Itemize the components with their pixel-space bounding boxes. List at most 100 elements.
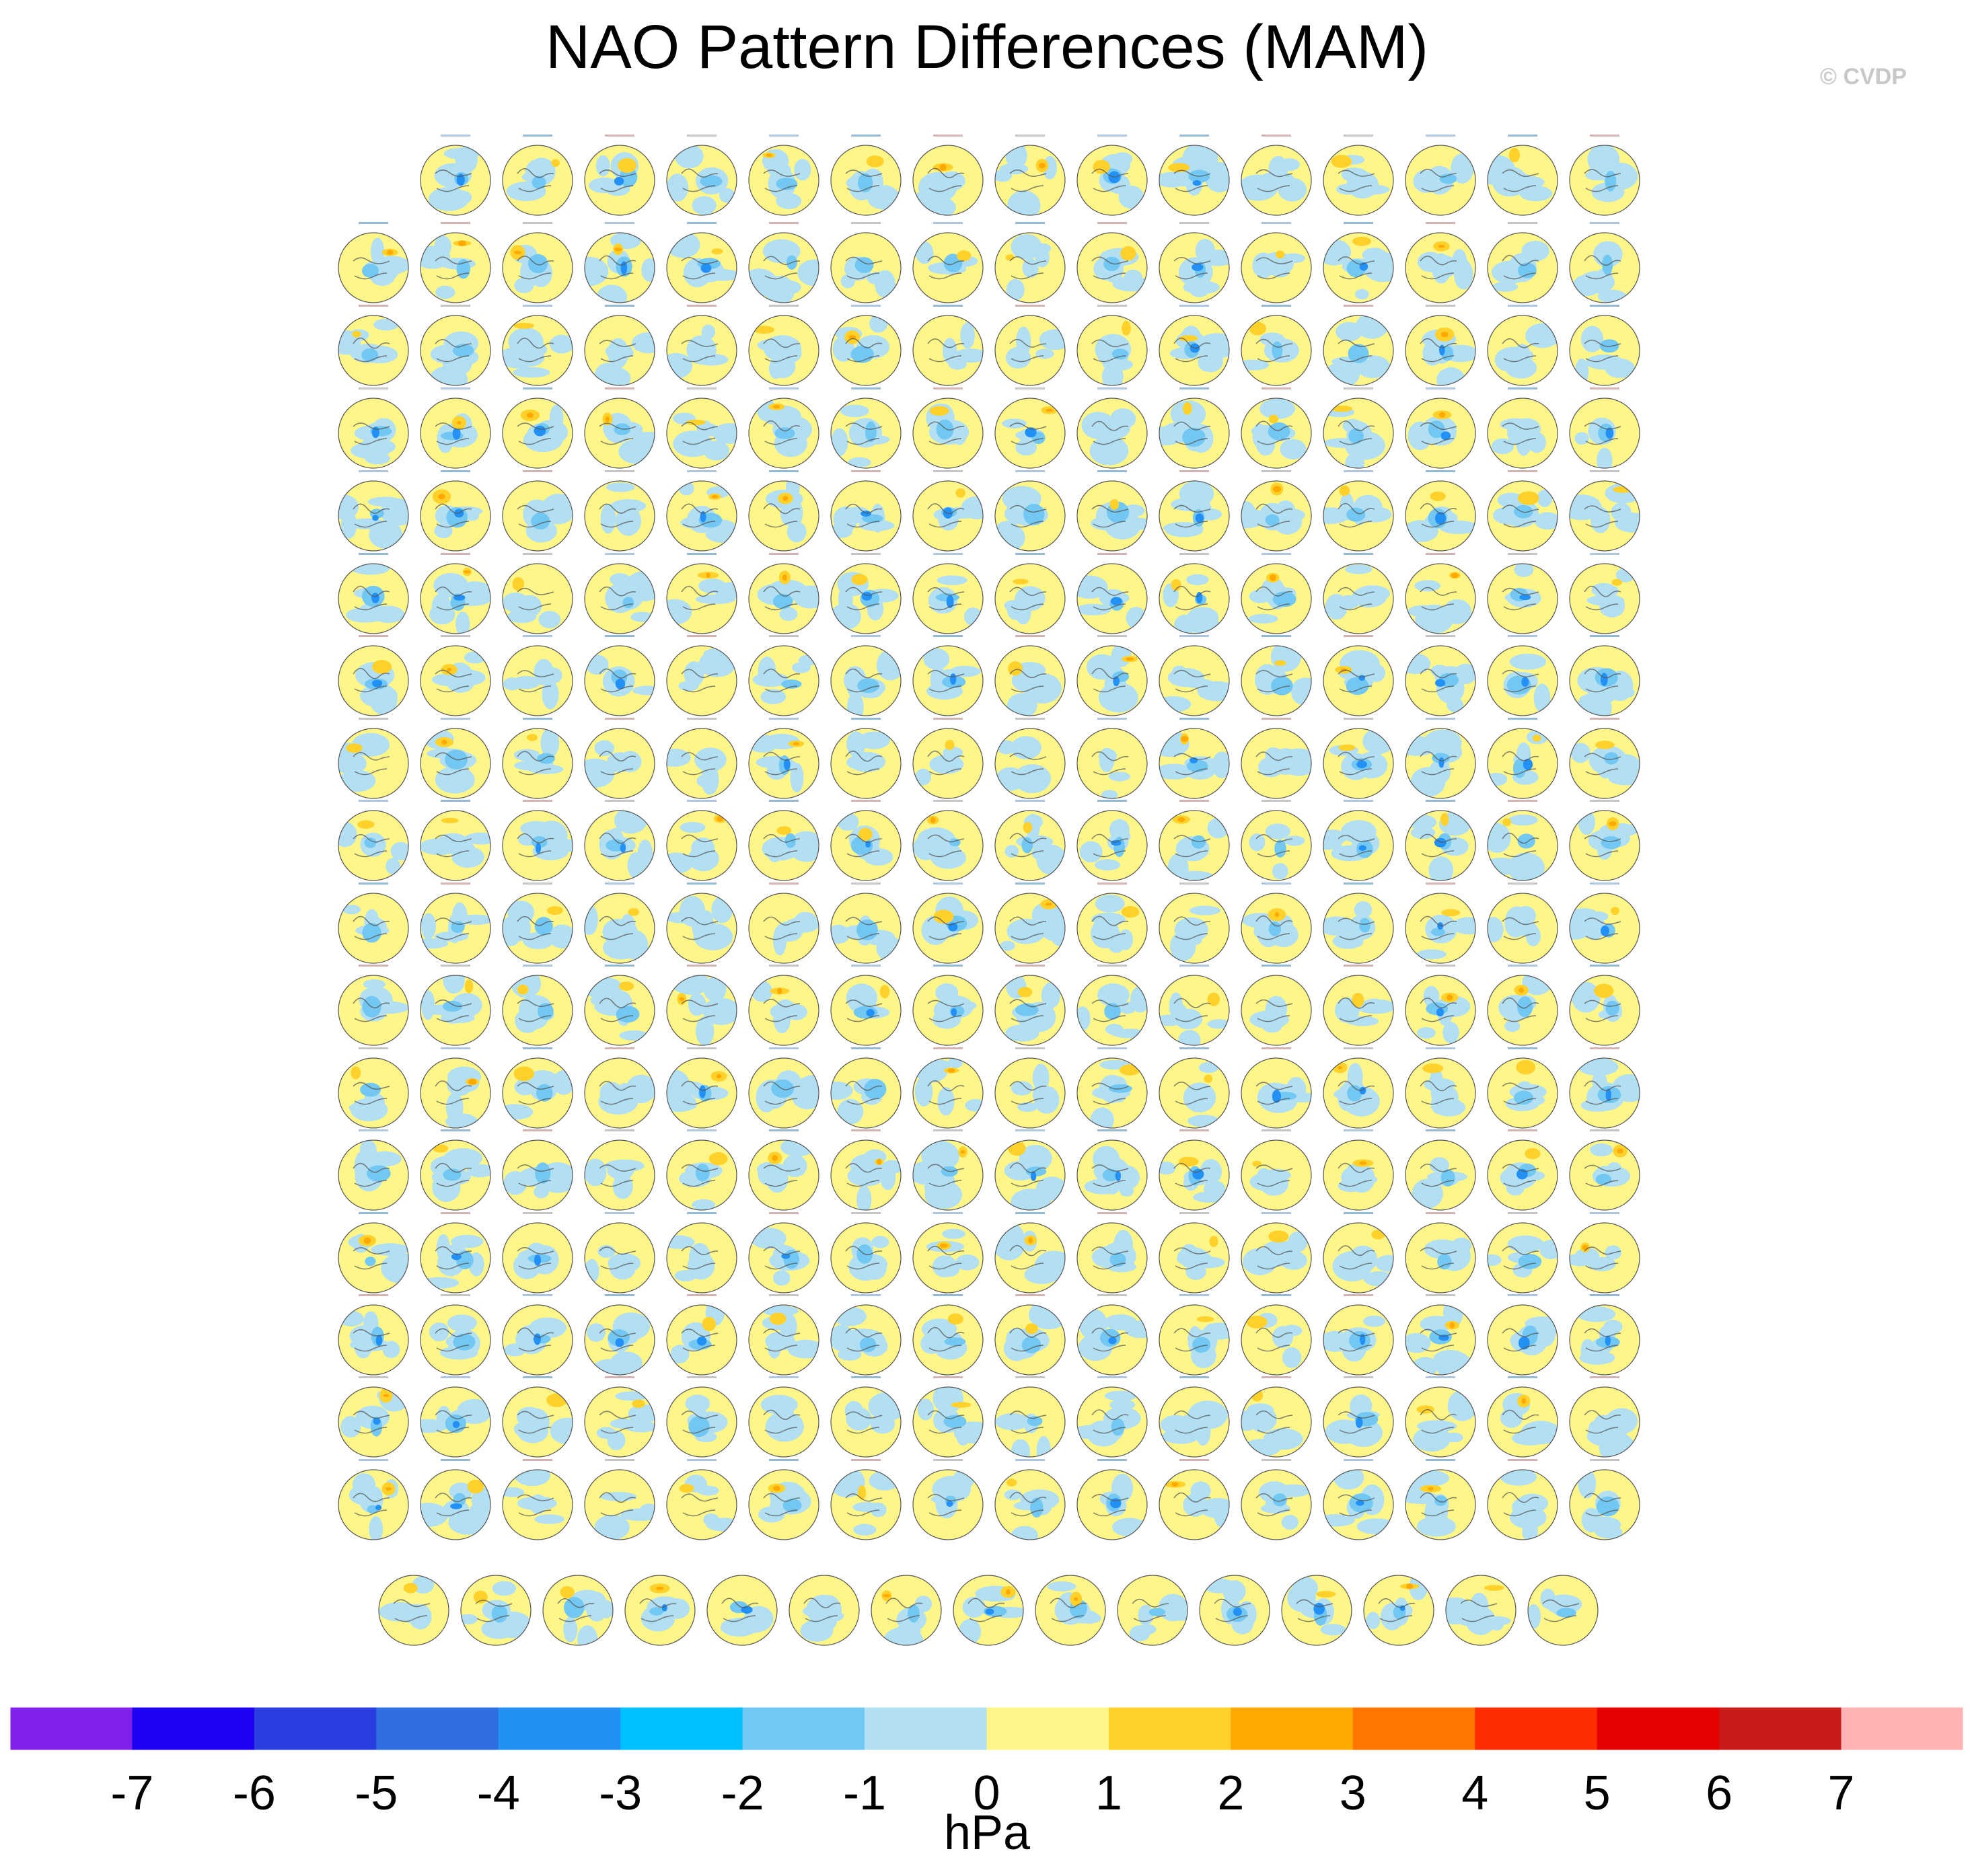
map-panel <box>994 965 1066 1046</box>
map-panel <box>1405 800 1476 881</box>
panel-title <box>359 718 388 720</box>
map-panel <box>420 1047 491 1129</box>
panel-outline <box>338 398 409 469</box>
panel-outline <box>789 1575 860 1646</box>
panel-title <box>359 1459 388 1461</box>
map-panel <box>1405 718 1476 799</box>
panel-outline <box>666 1469 737 1540</box>
map-panel <box>1241 470 1312 552</box>
panel-title <box>1590 1459 1619 1461</box>
panel-title <box>1344 965 1373 967</box>
panel-outline <box>1076 232 1148 303</box>
panel-outline <box>1076 145 1148 216</box>
panel-title <box>441 222 470 224</box>
map-panel <box>1569 135 1640 216</box>
panel-outline <box>1527 1575 1599 1646</box>
panel-outline <box>830 563 902 634</box>
panel-title <box>1015 883 1045 885</box>
panel-title <box>1508 387 1537 389</box>
panel-outline <box>748 893 819 964</box>
map-panel <box>1159 1129 1230 1211</box>
colorbar-swatch <box>1841 1707 1964 1750</box>
panel-title <box>1179 1047 1209 1049</box>
panel-title <box>441 1294 470 1296</box>
panel-title <box>933 1294 963 1296</box>
map-panel <box>1035 1575 1106 1646</box>
panel-outline <box>1323 728 1394 799</box>
map-panel <box>1487 470 1558 552</box>
map-panel <box>666 800 737 881</box>
panel-title <box>1179 1129 1209 1131</box>
map-panel <box>338 800 409 881</box>
map-panel <box>1159 1047 1230 1129</box>
panel-title <box>523 387 552 389</box>
panel-title <box>1015 470 1045 472</box>
panel-title <box>1590 222 1619 224</box>
panel-title <box>851 800 881 802</box>
panel-title <box>1015 965 1045 967</box>
map-panel <box>502 1294 573 1376</box>
map-panel <box>666 135 737 216</box>
map-panel <box>830 305 902 386</box>
map-panel <box>1159 1212 1230 1293</box>
panel-title <box>1015 553 1045 555</box>
panel-title <box>1179 1212 1209 1214</box>
map-panel <box>584 883 655 964</box>
map-panel <box>830 1459 902 1540</box>
panel-outline <box>1487 398 1558 469</box>
panel-outline <box>830 810 902 881</box>
map-panel <box>830 1294 902 1376</box>
panel-title <box>1508 1459 1537 1461</box>
panel-outline <box>1405 975 1476 1046</box>
panel-title <box>1344 305 1373 307</box>
map-panel <box>1159 1294 1230 1376</box>
panel-title <box>1508 965 1537 967</box>
panel-title <box>687 1047 717 1049</box>
panel-outline <box>502 645 573 716</box>
map-panel <box>1241 718 1312 799</box>
map-panel <box>420 718 491 799</box>
panel-outline <box>1241 810 1312 881</box>
panel-title <box>1015 1459 1045 1461</box>
map-panel <box>1241 387 1312 469</box>
panel-outline <box>338 1469 409 1540</box>
map-panel <box>338 1047 409 1129</box>
panel-outline <box>420 1222 491 1293</box>
panel-outline <box>420 645 491 716</box>
map-panel <box>1363 1575 1434 1646</box>
map-panel <box>1241 1212 1312 1293</box>
panel-title <box>359 305 388 307</box>
panel-outline <box>1035 1575 1106 1646</box>
map-panel <box>748 883 819 964</box>
map-panel <box>1323 965 1394 1046</box>
map-panel <box>1241 800 1312 881</box>
panel-outline <box>912 1222 984 1293</box>
panel-outline <box>748 1469 819 1540</box>
map-panel <box>338 1129 409 1211</box>
panel-outline <box>1405 728 1476 799</box>
map-panel <box>912 1294 984 1376</box>
panel-title <box>359 1129 388 1131</box>
panel-title <box>441 1129 470 1131</box>
colorbar-swatch <box>742 1707 865 1750</box>
panel-title <box>441 1376 470 1378</box>
panel-title <box>523 1459 552 1461</box>
panel-outline <box>994 1386 1066 1458</box>
panel-outline <box>1241 1057 1312 1129</box>
map-panel <box>1323 1047 1394 1129</box>
panel-outline <box>584 1057 655 1129</box>
panel-outline <box>1241 315 1312 386</box>
panel-outline <box>666 728 737 799</box>
panel-title <box>1344 1376 1373 1378</box>
panel-title <box>933 1376 963 1378</box>
panel-title <box>1426 800 1455 802</box>
panel-outline <box>912 1304 984 1376</box>
panel-title <box>1590 553 1619 555</box>
panel-outline <box>420 810 491 881</box>
panel-outline <box>912 1386 984 1458</box>
panel-title <box>1179 135 1209 137</box>
panel-outline <box>420 145 491 216</box>
map-panel <box>1159 135 1230 216</box>
map-panel <box>1076 135 1148 216</box>
panel-outline <box>994 1469 1066 1540</box>
